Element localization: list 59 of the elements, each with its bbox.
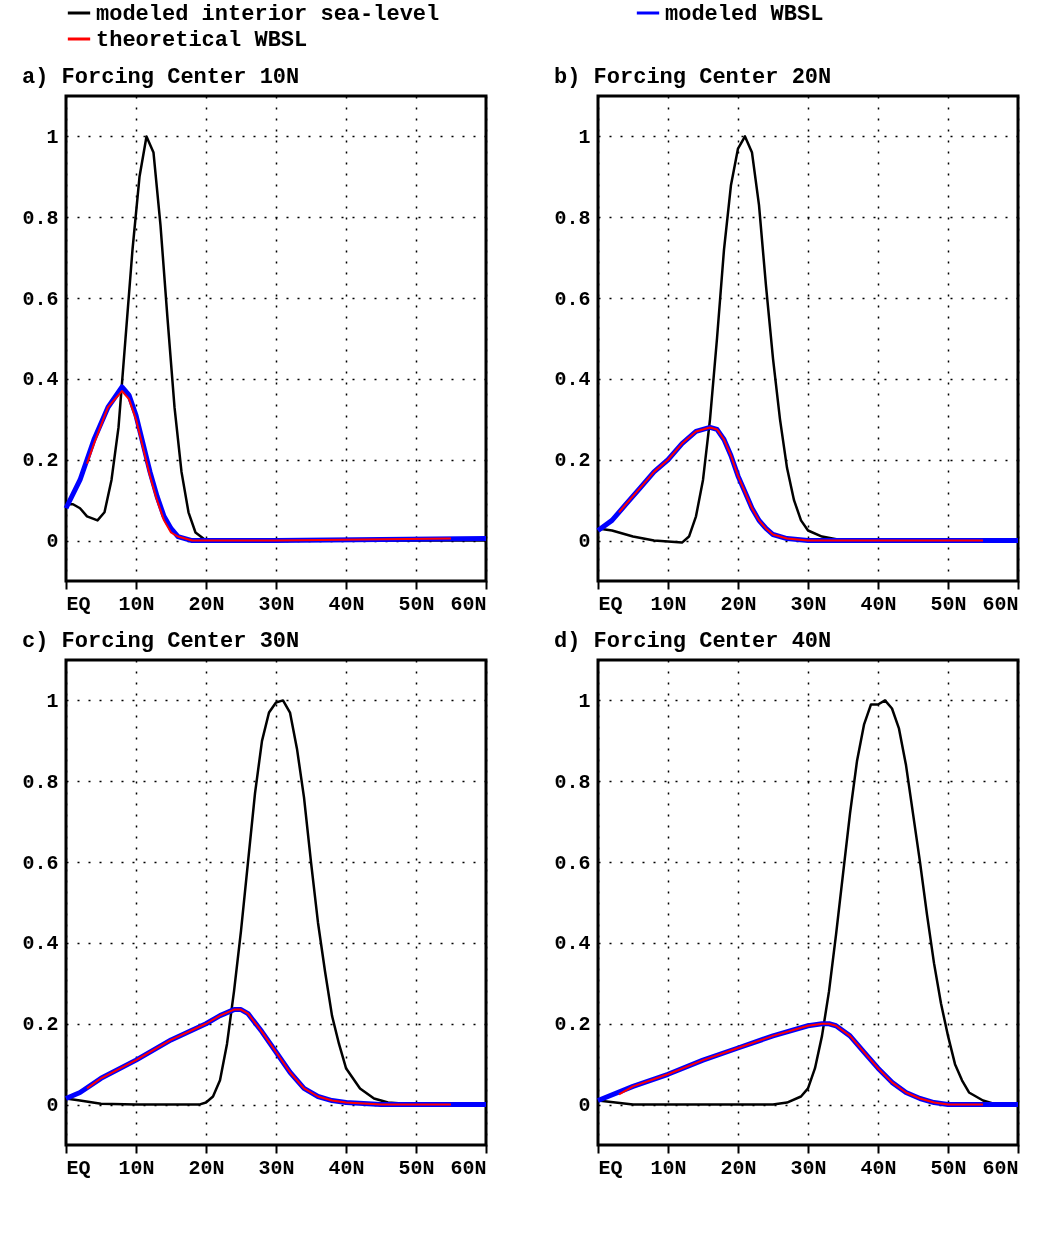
x-tick-label: 60N: [450, 592, 487, 616]
x-tick-label: 40N: [328, 1156, 365, 1180]
x-tick-label: 40N: [860, 592, 897, 616]
y-tick-label: 0.6: [554, 851, 591, 875]
y-tick-label: 0.4: [22, 368, 59, 392]
x-tick-label: 20N: [720, 592, 757, 616]
x-tick-label: EQ: [66, 1156, 91, 1180]
x-tick-label: 60N: [450, 1156, 487, 1180]
y-tick-label: 0: [578, 530, 591, 554]
x-tick-label: 10N: [650, 1156, 687, 1180]
y-tick-label: 0.4: [554, 932, 591, 956]
y-tick-label: 1: [578, 689, 591, 713]
x-tick-label: 50N: [930, 592, 967, 616]
y-tick-label: 0.8: [22, 770, 59, 794]
y-tick-label: 1: [578, 125, 591, 149]
x-tick-label: 30N: [790, 1156, 827, 1180]
x-tick-label: 50N: [398, 592, 435, 616]
chart-title: b) Forcing Center 20N: [553, 65, 832, 90]
y-tick-label: 1: [46, 689, 59, 713]
legend-label: modeled WBSL: [665, 2, 824, 27]
legend-label: modeled interior sea-level: [96, 2, 440, 27]
y-tick-label: 0.4: [554, 368, 591, 392]
y-tick-label: 0.4: [22, 932, 59, 956]
x-tick-label: 10N: [118, 592, 155, 616]
legend-label: theoretical WBSL: [96, 28, 308, 53]
y-tick-label: 0.6: [22, 851, 59, 875]
y-tick-label: 0.8: [22, 206, 59, 230]
x-tick-label: 20N: [188, 592, 225, 616]
y-tick-label: 0.8: [554, 206, 591, 230]
y-tick-label: 0: [46, 530, 59, 554]
x-tick-label: 30N: [258, 1156, 295, 1180]
x-tick-label: 50N: [930, 1156, 967, 1180]
chart-title: a) Forcing Center 10N: [21, 65, 300, 90]
y-tick-label: 0.2: [22, 1013, 59, 1037]
x-tick-label: 60N: [982, 1156, 1019, 1180]
x-tick-label: 20N: [188, 1156, 225, 1180]
x-tick-label: 30N: [258, 592, 295, 616]
x-tick-label: 20N: [720, 1156, 757, 1180]
y-tick-label: 1: [46, 125, 59, 149]
chart-title: c) Forcing Center 30N: [21, 629, 300, 654]
y-tick-label: 0.2: [22, 449, 59, 473]
x-tick-label: 50N: [398, 1156, 435, 1180]
x-tick-label: 40N: [860, 1156, 897, 1180]
y-tick-label: 0: [46, 1094, 59, 1118]
x-tick-label: EQ: [598, 592, 623, 616]
x-tick-label: 10N: [650, 592, 687, 616]
x-tick-label: 10N: [118, 1156, 155, 1180]
y-tick-label: 0: [578, 1094, 591, 1118]
x-tick-label: EQ: [66, 592, 91, 616]
y-tick-label: 0.6: [554, 287, 591, 311]
x-tick-label: 40N: [328, 592, 365, 616]
chart-title: d) Forcing Center 40N: [553, 629, 832, 654]
x-tick-label: 30N: [790, 592, 827, 616]
x-tick-label: 60N: [982, 592, 1019, 616]
y-tick-label: 0.8: [554, 770, 591, 794]
y-tick-label: 0.2: [554, 1013, 591, 1037]
y-tick-label: 0.2: [554, 449, 591, 473]
x-tick-label: EQ: [598, 1156, 623, 1180]
y-tick-label: 0.6: [22, 287, 59, 311]
